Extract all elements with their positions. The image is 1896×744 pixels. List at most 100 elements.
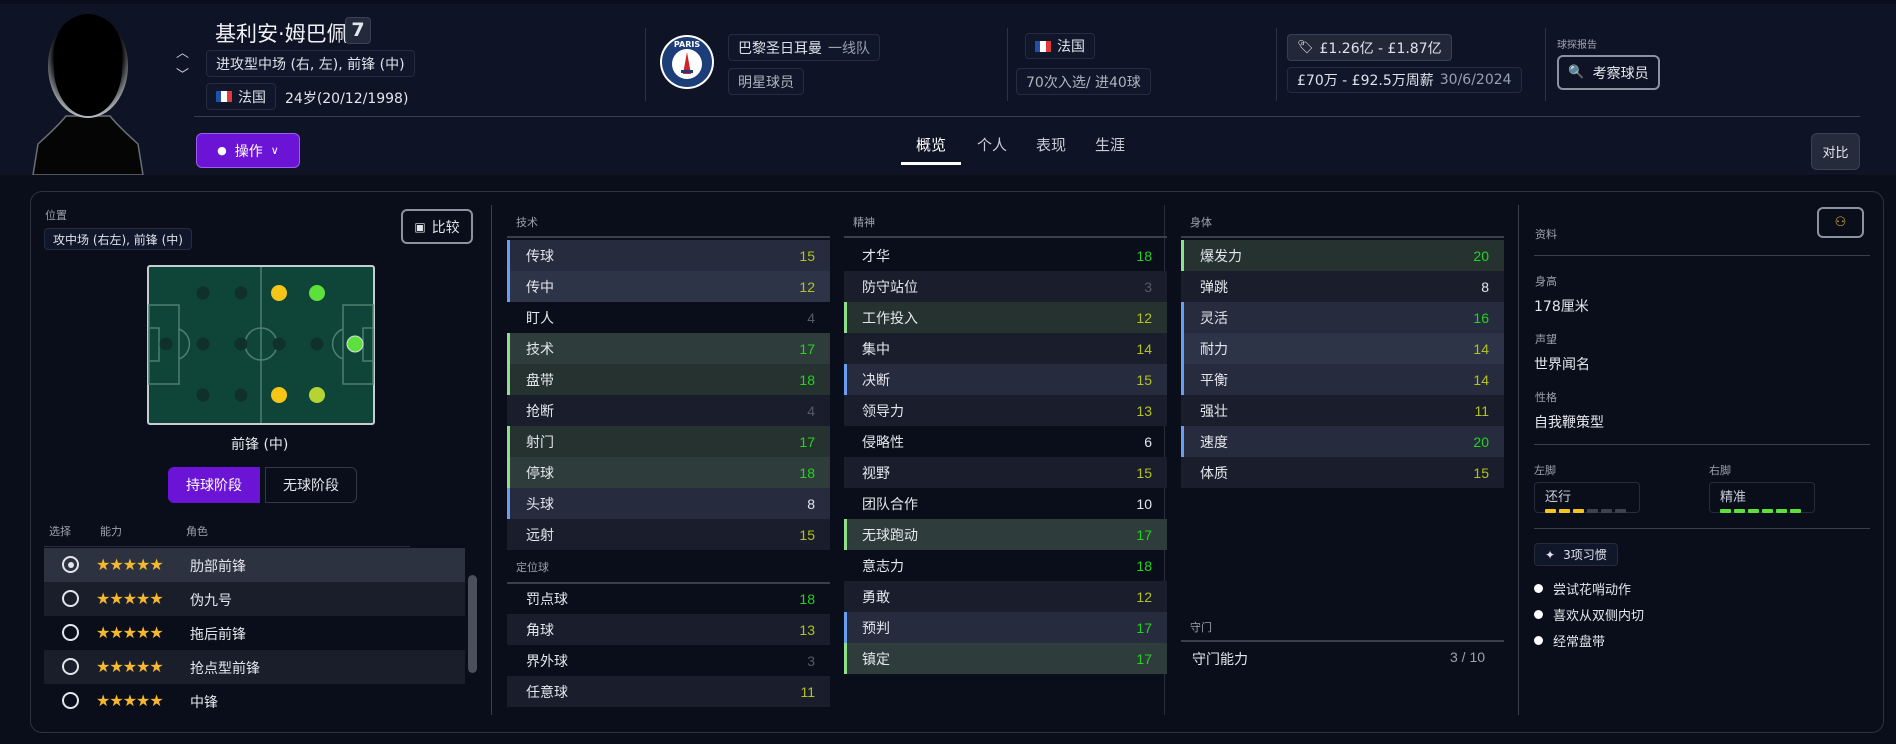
attribute-row[interactable]: 视野 15 [844,457,1167,488]
out-of-possession-tab[interactable]: 无球阶段 [265,467,357,503]
role-rating-stars: ★★★★★ [96,589,164,608]
attribute-row[interactable]: 防守站位 3 [844,271,1167,302]
tab-career[interactable]: 生涯 [1095,136,1126,154]
attribute-name: 传中 [526,279,554,296]
role-row[interactable]: ★★★★★ 伪九号 [44,582,465,616]
attribute-value: 14 [1473,340,1489,357]
transfer-value-chip[interactable]: 🏷 £1.26亿 - £1.87亿 [1287,34,1452,61]
attribute-row[interactable]: 角球 13 [507,614,830,645]
role-radio[interactable] [62,590,79,607]
attribute-row[interactable]: 盯人 4 [507,302,830,333]
attribute-name: 爆发力 [1200,248,1242,265]
previous-player-button[interactable]: ︿ [176,46,190,61]
key-attribute-marker [844,519,847,550]
role-row[interactable]: ★★★★★ 中锋 [44,684,465,718]
attribute-row[interactable]: 罚点球 18 [507,583,830,614]
attribute-value: 14 [1473,371,1489,388]
pitch-position-dot[interactable] [234,388,248,402]
attribute-name: 工作投入 [862,310,918,327]
attribute-row[interactable]: 任意球 11 [507,676,830,707]
attribute-row[interactable]: 无球跑动 17 [844,519,1167,550]
attribute-row[interactable]: 界外球 3 [507,645,830,676]
role-radio[interactable] [62,692,79,709]
compare-button[interactable]: ▣ 比较 [401,209,473,244]
player-positions: 进攻型中场 (右, 左), 前锋 (中) [206,50,415,77]
attribute-row[interactable]: 体质 15 [1181,457,1504,488]
right-foot-box: 精准 [1709,482,1815,513]
attribute-name: 速度 [1200,434,1228,451]
attribute-row[interactable]: 预判 17 [844,612,1167,643]
national-team-chip[interactable]: 法国 [1025,33,1095,59]
attribute-row[interactable]: 射门 17 [507,426,830,457]
attribute-row[interactable]: 停球 18 [507,457,830,488]
attribute-row[interactable]: 团队合作 10 [844,488,1167,519]
pitch-position-dot[interactable] [234,337,248,351]
attribute-row[interactable]: 工作投入 12 [844,302,1167,333]
attribute-row[interactable]: 头球 8 [507,488,830,519]
tab-overview[interactable]: 概览 [916,136,947,154]
attribute-row[interactable]: 勇敢 12 [844,581,1167,612]
pitch-position-dot[interactable] [309,285,325,301]
attribute-row[interactable]: 速度 20 [1181,426,1504,457]
pitch-position-dot[interactable] [272,337,286,351]
role-row[interactable]: ★★★★★ 抢点型前锋 [44,650,465,684]
personality-value: 自我鞭策型 [1534,415,1604,431]
attribute-row[interactable]: 领导力 13 [844,395,1167,426]
role-radio[interactable] [62,658,79,675]
attribute-name: 角球 [526,622,554,639]
attribute-value: 15 [1136,464,1152,481]
attribute-row[interactable]: 耐力 14 [1181,333,1504,364]
actions-button[interactable]: ● 操作 ∨ [196,133,300,168]
habits-button[interactable]: ✦ 3项习惯 [1534,543,1618,566]
next-player-button[interactable]: ﹀ [176,68,190,83]
pitch-position-dot[interactable] [271,285,287,301]
pitch-position-dot[interactable] [196,388,210,402]
club-chip[interactable]: 巴黎圣日耳曼 一线队 [728,34,880,61]
attribute-row[interactable]: 集中 14 [844,333,1167,364]
club-crest-logo[interactable]: PARIS [659,34,715,90]
foot-level-segment [1734,509,1745,513]
player-profile-icon-button[interactable]: ⚇ [1817,207,1864,238]
roles-scrollbar[interactable] [468,575,477,673]
attribute-row[interactable]: 镇定 17 [844,643,1167,674]
attribute-row[interactable]: 侵略性 6 [844,426,1167,457]
attribute-row[interactable]: 盘带 18 [507,364,830,395]
pitch-position-dot[interactable] [196,337,210,351]
pitch-position-dot[interactable] [159,337,173,351]
attribute-row[interactable]: 抢断 4 [507,395,830,426]
pitch-position-dot[interactable] [309,387,325,403]
select-column-header: 选择 [49,525,71,538]
pitch-position-dot[interactable] [346,335,364,353]
attribute-row[interactable]: 远射 15 [507,519,830,550]
attribute-row[interactable]: 平衡 14 [1181,364,1504,395]
tab-personal[interactable]: 个人 [977,136,1008,154]
attribute-row[interactable]: 强壮 11 [1181,395,1504,426]
scout-player-button[interactable]: 🔍 考察球员 [1557,55,1660,90]
in-possession-tab[interactable]: 持球阶段 [168,467,260,503]
key-attribute-marker [1181,333,1184,364]
attribute-row[interactable]: 传球 15 [507,240,830,271]
attribute-row[interactable]: 才华 18 [844,240,1167,271]
attribute-name: 团队合作 [862,496,918,513]
nationality-chip[interactable]: 法国 [206,83,276,110]
club-name: 巴黎圣日耳曼 [738,40,822,57]
pitch-position-dot[interactable] [310,337,324,351]
compare-header-button[interactable]: 对比 [1811,133,1860,170]
role-row[interactable]: ★★★★★ 拖后前锋 [44,616,465,650]
role-radio[interactable] [62,556,79,573]
role-rating-stars: ★★★★★ [96,555,164,574]
role-radio[interactable] [62,624,79,641]
attribute-row[interactable]: 意志力 18 [844,550,1167,581]
attribute-row[interactable]: 灵活 16 [1181,302,1504,333]
attribute-row[interactable]: 爆发力 20 [1181,240,1504,271]
tab-performance[interactable]: 表现 [1036,136,1067,154]
attribute-name: 头球 [526,496,554,513]
attribute-row[interactable]: 技术 17 [507,333,830,364]
pitch-position-dot[interactable] [196,286,210,300]
attribute-row[interactable]: 弹跳 8 [1181,271,1504,302]
attribute-row[interactable]: 决断 15 [844,364,1167,395]
role-row[interactable]: ★★★★★ 肋部前锋 [44,548,465,582]
attribute-row[interactable]: 传中 12 [507,271,830,302]
pitch-position-dot[interactable] [234,286,248,300]
pitch-position-dot[interactable] [271,387,287,403]
